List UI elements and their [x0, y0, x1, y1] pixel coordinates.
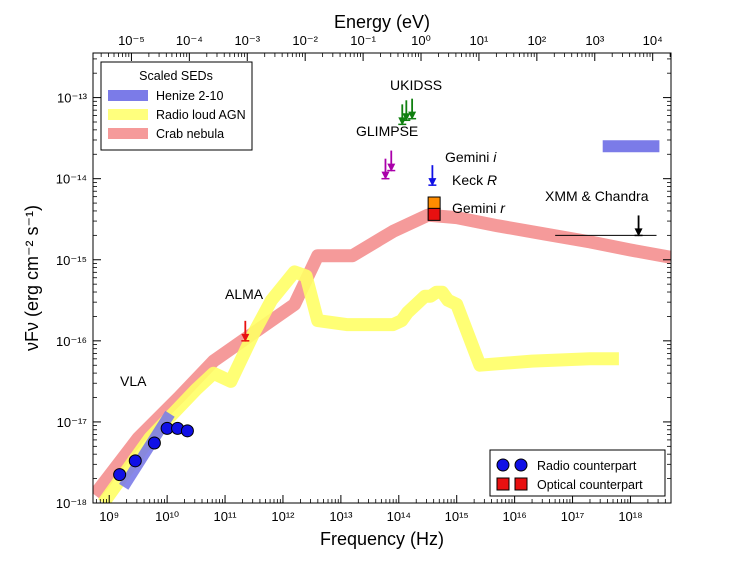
- glimpse-label: GLIMPSE: [356, 123, 418, 139]
- x-tick-label: 10¹¹: [213, 509, 237, 524]
- x-tick-label: 10¹⁷: [561, 509, 585, 524]
- y-tick-label: 10⁻¹⁵: [56, 253, 87, 268]
- optical-counterpart-point: [427, 196, 441, 210]
- legend-radio-marker: [496, 458, 510, 472]
- upper-limit-arrowhead: [241, 333, 250, 342]
- upper-limit-arrowhead: [381, 171, 390, 180]
- top-axis-title: Energy (eV): [334, 12, 430, 32]
- top-tick-label: 10⁰: [411, 33, 431, 48]
- x-tick-label: 10¹²: [271, 509, 295, 524]
- legend-entry: Radio loud AGN: [156, 108, 246, 122]
- crab-nebula-sed: [93, 208, 671, 499]
- legend-title: Scaled SEDs: [139, 69, 213, 83]
- x-tick-label: 10¹⁶: [503, 509, 527, 524]
- x-tick-label: 10¹⁵: [445, 509, 469, 524]
- x-tick-label: 10¹⁸: [618, 509, 642, 524]
- top-tick-label: 10⁻⁵: [118, 33, 145, 48]
- upper-limit-arrowhead: [398, 117, 407, 126]
- y-tick-label: 10⁻¹⁸: [56, 496, 87, 511]
- y-tick-label: 10⁻¹³: [57, 91, 88, 106]
- radio-counterpart-point: [147, 436, 161, 450]
- radio-counterpart-point: [113, 468, 127, 482]
- x-tick-label: 10⁹: [99, 509, 119, 524]
- alma-label: ALMA: [225, 286, 264, 302]
- top-tick-label: 10⁻⁴: [176, 33, 203, 48]
- gemini-r-label: Gemini r: [452, 200, 506, 216]
- radio-counterpart-point: [128, 454, 142, 468]
- counterpart-legend: Radio counterpart Optical counterpart: [489, 449, 666, 497]
- optical-counterpart-point: [427, 207, 441, 221]
- upper-limit-arrowhead: [402, 113, 411, 122]
- legend-entry: Henize 2-10: [156, 89, 223, 103]
- x-axis-title: Frequency (Hz): [320, 529, 444, 549]
- top-tick-label: 10⁻²: [292, 33, 318, 48]
- vla-label: VLA: [120, 373, 147, 389]
- top-tick-label: 10⁴: [643, 33, 663, 48]
- top-tick-label: 10⁻¹: [350, 33, 376, 48]
- upper-limit-arrowhead: [387, 163, 396, 172]
- xmm-chandra-label: XMM & Chandra: [545, 188, 649, 204]
- legend-optical-label: Optical counterpart: [537, 478, 643, 492]
- legend-entry: Crab nebula: [156, 127, 224, 141]
- legend-radio-label: Radio counterpart: [537, 459, 637, 473]
- y-tick-label: 10⁻¹⁴: [56, 172, 87, 187]
- legend-swatch: [108, 109, 148, 120]
- top-tick-label: 10²: [527, 33, 546, 48]
- top-tick-label: 10¹: [470, 33, 489, 48]
- top-tick-label: 10³: [585, 33, 604, 48]
- top-tick-label: 10⁻³: [234, 33, 260, 48]
- gemini-i-label: Gemini i: [445, 149, 497, 165]
- keck-r-label: Keck R: [452, 172, 497, 188]
- legend-swatch: [108, 90, 148, 101]
- radio-counterpart-point: [180, 424, 194, 438]
- sed-legend: Scaled SEDs Henize 2-10 Radio loud AGN Crab…: [100, 61, 253, 151]
- x-tick-label: 10¹⁰: [155, 509, 179, 524]
- upper-limit-arrowhead: [428, 178, 437, 187]
- y-tick-label: 10⁻¹⁷: [57, 415, 88, 430]
- upper-limit-arrowhead: [634, 228, 643, 237]
- legend-swatch: [108, 128, 148, 139]
- upper-limit-arrowhead: [408, 111, 417, 120]
- ukidss-label: UKIDSS: [390, 77, 442, 93]
- legend-optical-marker: [496, 477, 510, 491]
- x-tick-label: 10¹⁴: [387, 509, 411, 524]
- x-tick-label: 10¹³: [329, 509, 353, 524]
- radio-loud-agn-sed: [98, 265, 619, 503]
- y-axis-title: νFν (erg cm⁻² s⁻¹): [22, 205, 42, 351]
- legend-optical-marker: [514, 477, 528, 491]
- legend-radio-marker: [514, 458, 528, 472]
- plot-area: [93, 98, 671, 503]
- y-tick-label: 10⁻¹⁶: [56, 334, 87, 349]
